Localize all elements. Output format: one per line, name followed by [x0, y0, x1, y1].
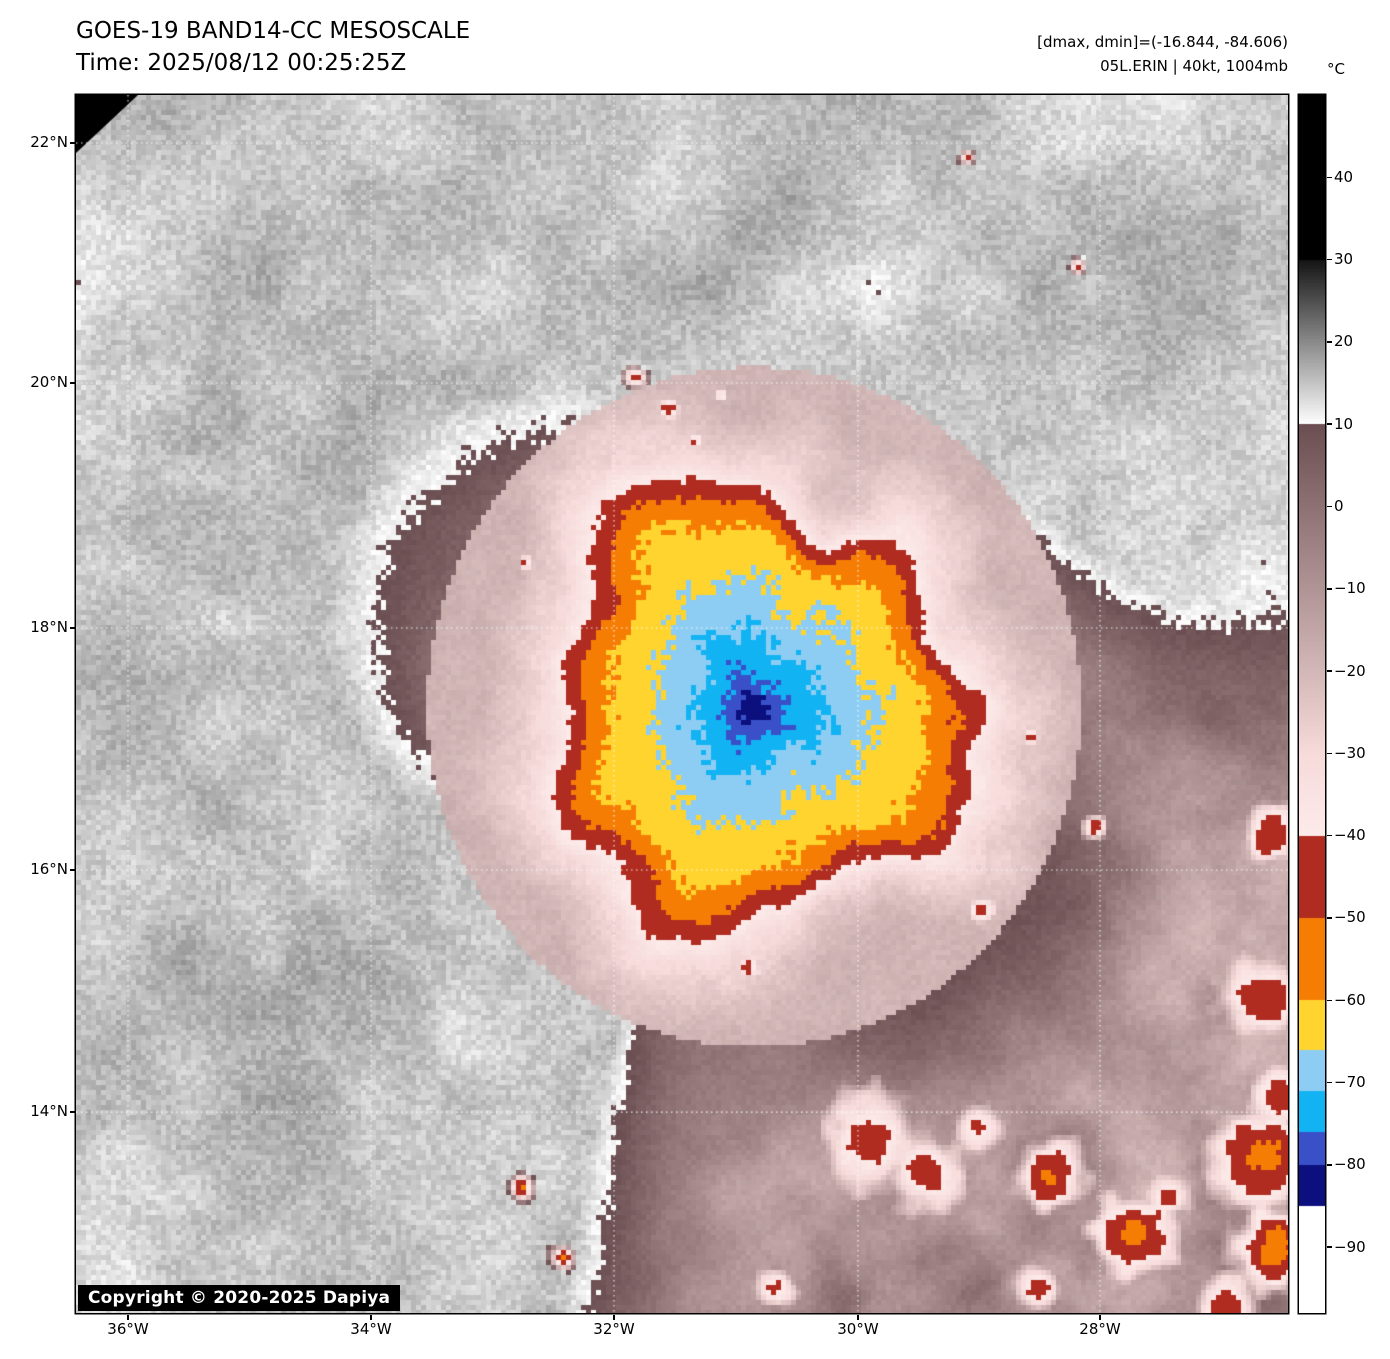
- colorbar-tick-mark: [1326, 1081, 1332, 1084]
- satellite-imagery-canvas: [76, 95, 1288, 1313]
- colorbar-tick-label: −90: [1334, 1237, 1366, 1256]
- product-title: GOES-19 BAND14-CC MESOSCALE: [76, 18, 471, 44]
- colorbar-tick-mark: [1326, 341, 1332, 343]
- colorbar-tick-mark: [1326, 917, 1332, 919]
- colorbar-tick-label: 20: [1334, 332, 1354, 351]
- lon-tick-label: 34°W: [350, 1320, 392, 1338]
- lon-tick-mark: [370, 1314, 372, 1320]
- colorbar-tick-label: −60: [1334, 990, 1366, 1009]
- header-right-info: [dmax, dmin]=(-16.844, -84.606) 05L.ERIN…: [1037, 30, 1288, 78]
- colorbar-tick-label: 40: [1334, 167, 1354, 186]
- lon-tick-mark: [857, 1314, 859, 1320]
- colorbar-tick-mark: [1326, 505, 1332, 508]
- lon-tick-label: 30°W: [837, 1320, 879, 1338]
- lon-tick-label: 32°W: [593, 1320, 635, 1338]
- colorbar: [1299, 95, 1325, 1313]
- colorbar-tick-label: −50: [1334, 908, 1366, 927]
- lat-tick-mark: [69, 382, 75, 384]
- colorbar-tick-mark: [1326, 588, 1332, 590]
- storm-info: 05L.ERIN | 40kt, 1004mb: [1100, 57, 1288, 75]
- colorbar-tick-label: −30: [1334, 743, 1366, 762]
- lon-tick-mark: [613, 1314, 615, 1320]
- lat-tick-label: 14°N: [30, 1102, 68, 1121]
- colorbar-tick-label: −70: [1334, 1073, 1366, 1092]
- colorbar-tick-mark: [1326, 1246, 1332, 1248]
- colorbar-tick-label: −40: [1334, 826, 1366, 845]
- colorbar-tick-label: 10: [1334, 414, 1354, 433]
- lat-tick-label: 22°N: [30, 132, 68, 151]
- lat-tick-mark: [69, 627, 75, 629]
- lat-tick-mark: [69, 142, 75, 144]
- colorbar-tick-mark: [1326, 670, 1332, 672]
- lat-tick-label: 20°N: [30, 373, 68, 392]
- colorbar-tick-mark: [1326, 1164, 1332, 1166]
- colorbar-tick-mark: [1326, 752, 1332, 755]
- colorbar-tick-mark: [1326, 258, 1332, 261]
- satellite-map: Copyright © 2020-2025 Dapiya: [76, 95, 1288, 1313]
- colorbar-tick-mark: [1326, 423, 1332, 425]
- colorbar-tick-mark: [1326, 834, 1332, 837]
- colorbar-tick-label: 30: [1334, 250, 1354, 269]
- colorbar-gradient-canvas: [1299, 95, 1325, 1313]
- lon-tick-label: 28°W: [1079, 1320, 1121, 1338]
- lat-tick-mark: [69, 869, 75, 871]
- lon-tick-mark: [1099, 1314, 1101, 1320]
- data-range-readout: [dmax, dmin]=(-16.844, -84.606): [1037, 33, 1288, 51]
- lat-tick-label: 16°N: [30, 860, 68, 878]
- lon-tick-label: 36°W: [107, 1320, 149, 1338]
- colorbar-tick-mark: [1326, 999, 1332, 1002]
- colorbar-tick-label: −80: [1334, 1155, 1366, 1174]
- colorbar-tick-label: −20: [1334, 661, 1366, 680]
- colorbar-tick-label: −10: [1334, 579, 1366, 598]
- colorbar-tick-mark: [1326, 176, 1332, 179]
- colorbar-unit-label: °C: [1327, 60, 1345, 78]
- colorbar-tick-label: 0: [1334, 496, 1344, 515]
- timestamp: Time: 2025/08/12 00:25:25Z: [76, 50, 407, 76]
- lat-tick-label: 18°N: [30, 617, 68, 636]
- copyright-badge: Copyright © 2020-2025 Dapiya: [78, 1285, 401, 1311]
- lon-tick-mark: [127, 1314, 129, 1320]
- lat-tick-mark: [69, 1111, 75, 1113]
